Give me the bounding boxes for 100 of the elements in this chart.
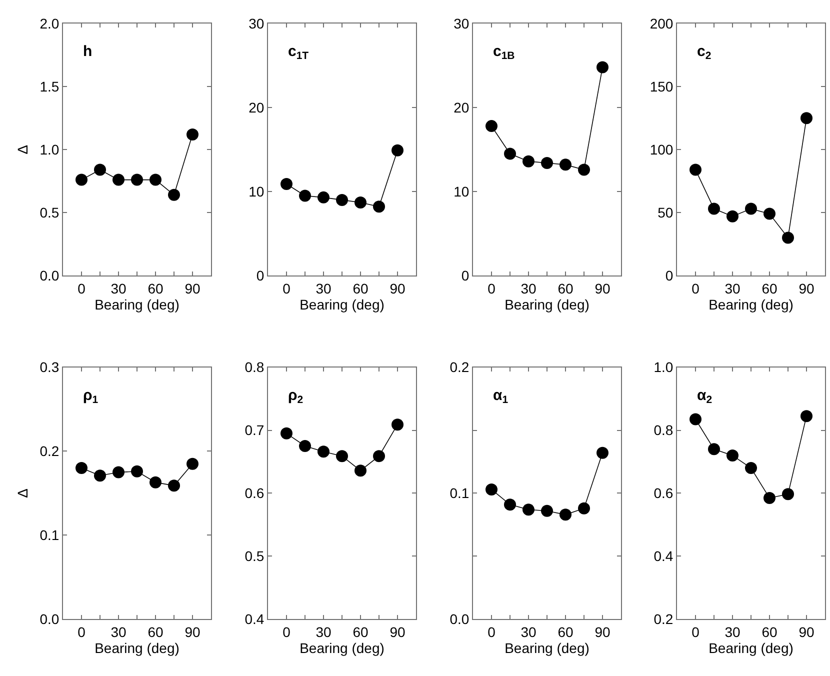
x-tick-label: 60	[148, 624, 164, 640]
y-tick-label: 0.2	[450, 359, 470, 376]
x-tick-label: 0	[692, 624, 700, 640]
point	[764, 208, 776, 220]
x-tick-label: 90	[798, 280, 814, 296]
x-tick-label: 30	[316, 624, 332, 640]
point	[690, 413, 702, 426]
y-tick-label: 1.5	[40, 78, 60, 94]
x-tick-label: 60	[352, 280, 368, 296]
y-tick-label: 0.0	[450, 611, 470, 628]
point	[578, 502, 590, 514]
text: α$_{1}$	[493, 387, 508, 406]
x-tick-label: 0	[692, 280, 700, 296]
y-tick-label: 0.7	[244, 422, 264, 438]
point	[112, 466, 124, 478]
x-tick-label: 0	[488, 280, 496, 296]
point	[578, 164, 590, 176]
y-tick-label: 0.5	[244, 548, 264, 564]
x-tick-label: 60	[352, 624, 368, 640]
point	[560, 508, 572, 521]
point	[726, 210, 738, 222]
y-tick-label: 10	[248, 183, 264, 200]
x-tick-label: 60	[762, 280, 778, 296]
text: c$_{2}$	[697, 43, 712, 62]
y-tick-label: 200	[650, 16, 674, 32]
point	[336, 450, 348, 462]
y-tick-label: 20	[454, 99, 470, 116]
x-axis-title: Bearing (deg)	[94, 296, 180, 312]
y-tick-label: 0	[256, 267, 264, 284]
x-tick-label: 60	[558, 280, 574, 296]
y-tick-label: 50	[658, 204, 674, 220]
y-tick-label: 0.5	[40, 204, 60, 220]
y-tick-label: 0.4	[654, 548, 674, 564]
text: c$_{1T}$	[288, 43, 310, 62]
x-tick-label: 90	[390, 280, 406, 296]
text: α$_{2}$	[697, 387, 712, 406]
point	[596, 61, 608, 74]
point	[373, 450, 385, 462]
y-tick-label: 0.1	[450, 485, 470, 502]
text: h	[83, 43, 92, 60]
point	[541, 157, 553, 169]
x-tick-label: 30	[520, 280, 536, 296]
point	[800, 112, 812, 124]
point	[131, 174, 143, 186]
point	[764, 492, 776, 504]
point	[168, 188, 180, 201]
point	[708, 202, 720, 215]
x-tick-label: 90	[798, 624, 814, 640]
point	[504, 498, 516, 511]
y-tick-label: 0.2	[654, 611, 674, 628]
x-tick-label: 60	[148, 280, 164, 296]
y-tick-label: 0.6	[654, 485, 674, 502]
x-axis-title: Bearing (deg)	[300, 640, 384, 656]
point	[299, 190, 311, 202]
y-tick-label: 30	[454, 16, 470, 32]
point	[76, 174, 88, 186]
point	[392, 418, 404, 431]
point	[168, 480, 180, 492]
point	[690, 164, 702, 176]
point	[336, 194, 348, 206]
y-tick-label: 100	[650, 141, 674, 158]
x-tick-label: 60	[762, 624, 778, 640]
y-tick-label: 0.3	[40, 359, 60, 376]
x-tick-label: 0	[488, 624, 496, 640]
point	[726, 449, 738, 462]
point	[150, 174, 162, 186]
x-tick-label: 30	[316, 280, 332, 296]
x-tick-label: 30	[110, 280, 126, 296]
x-tick-label: 0	[78, 624, 86, 640]
y-tick-label: 0.6	[244, 485, 264, 502]
y-tick-label: 30	[248, 16, 264, 32]
point	[354, 464, 366, 477]
point	[392, 144, 404, 156]
point	[522, 504, 534, 516]
x-tick-label: 30	[724, 280, 740, 296]
y-tick-label: 0.2	[40, 443, 60, 460]
x-axis-title: Bearing (deg)	[94, 640, 180, 656]
point	[131, 465, 143, 478]
x-tick-label: 30	[724, 624, 740, 640]
point	[560, 158, 572, 171]
y-tick-label: 150	[650, 78, 674, 94]
point	[354, 196, 366, 208]
y-tick-label: 2.0	[40, 16, 60, 32]
point	[373, 200, 385, 213]
x-tick-label: 30	[110, 624, 126, 640]
point	[486, 120, 498, 132]
x-tick-label: 90	[184, 280, 200, 296]
y-tick-label: 0.0	[40, 267, 60, 284]
x-tick-label: 90	[594, 280, 610, 296]
point	[745, 202, 757, 215]
point	[708, 443, 720, 456]
point	[94, 164, 106, 176]
text: ρ$_{1}$	[83, 387, 98, 406]
point	[596, 446, 608, 459]
point	[94, 470, 106, 482]
point	[504, 148, 516, 160]
x-tick-label: 90	[390, 624, 406, 640]
y-tick-label: 1.0	[654, 359, 674, 376]
text: c$_{1B}$	[493, 43, 516, 62]
point	[280, 427, 292, 440]
